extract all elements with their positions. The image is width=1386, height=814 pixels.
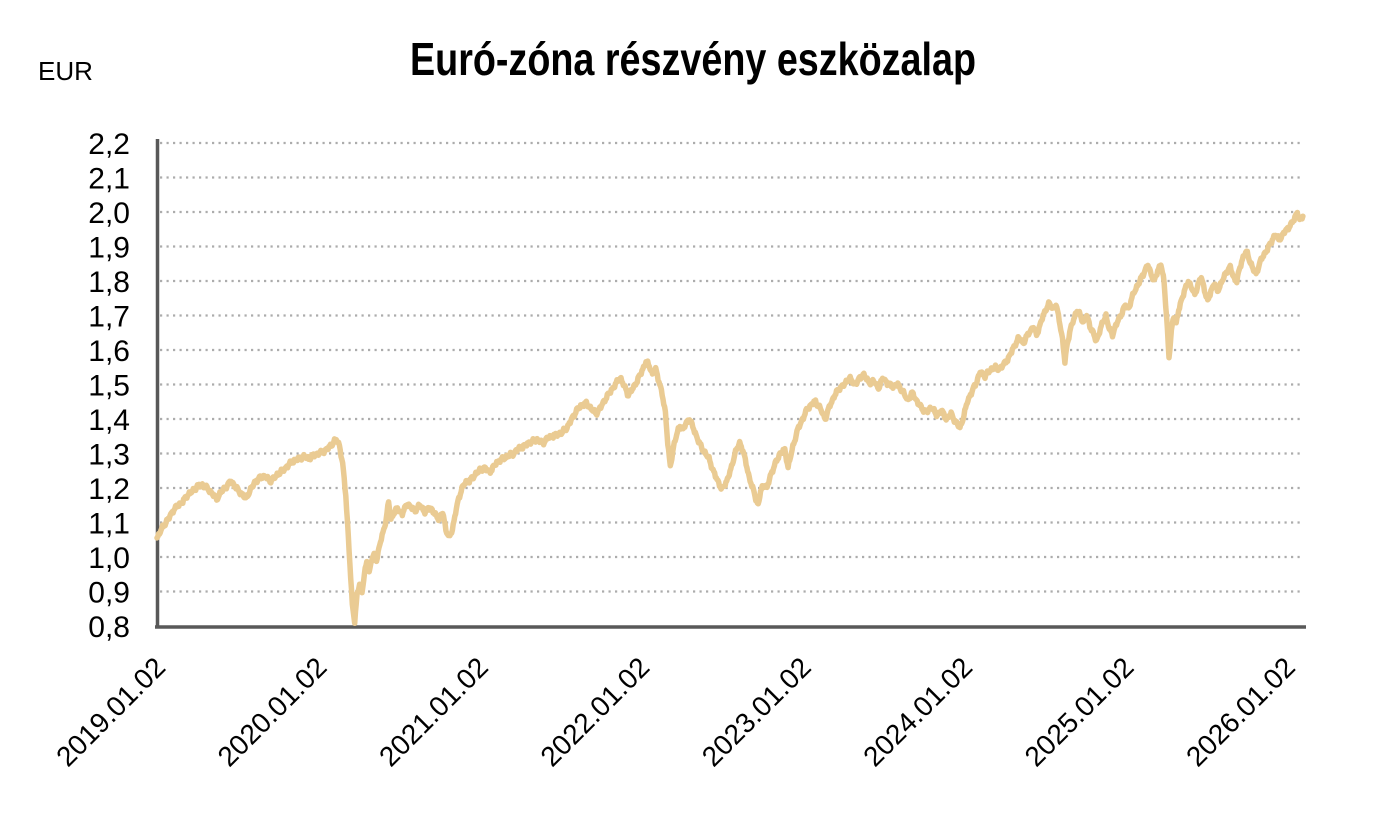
y-tick-label: 1,8: [88, 266, 130, 299]
y-axis-tick-labels: 2,22,12,01,91,81,71,61,51,41,31,21,11,00…: [88, 128, 130, 644]
gridlines: [160, 141, 1304, 593]
x-tick-label: 2019.01.02: [50, 651, 171, 772]
y-tick-label: 2,2: [88, 128, 130, 161]
y-tick-label: 1,1: [88, 508, 130, 541]
x-tick-label: 2020.01.02: [212, 651, 333, 772]
y-tick-label: 0,8: [88, 611, 130, 644]
y-tick-label: 2,0: [88, 197, 130, 230]
price-line: [154, 209, 1306, 627]
y-tick-label: 1,3: [88, 439, 130, 472]
x-tick-label: 2026.01.02: [1180, 651, 1301, 772]
y-tick-label: 1,5: [88, 370, 130, 403]
x-tick-label: 2021.01.02: [373, 651, 494, 772]
y-tick-label: 0,9: [88, 577, 130, 610]
y-tick-label: 1,0: [88, 542, 130, 575]
x-tick-label: 2022.01.02: [534, 651, 655, 772]
x-axis-tick-labels: 2019.01.02 2020.01.02 2021.01.02 2022.01.02…: [50, 651, 1301, 772]
y-tick-label: 2,1: [88, 163, 130, 196]
y-tick-label: 1,4: [88, 404, 130, 437]
y-tick-label: 1,2: [88, 473, 130, 506]
chart-title: Euró-zóna részvény eszközalap: [409, 33, 977, 85]
y-axis-unit-label: EUR: [38, 56, 93, 86]
x-tick-label: 2024.01.02: [857, 651, 978, 772]
y-tick-label: 1,9: [88, 232, 130, 265]
y-tick-label: 1,6: [88, 335, 130, 368]
x-tick-label: 2025.01.02: [1019, 651, 1140, 772]
y-tick-label: 1,7: [88, 301, 130, 334]
x-tick-label: 2023.01.02: [696, 651, 817, 772]
